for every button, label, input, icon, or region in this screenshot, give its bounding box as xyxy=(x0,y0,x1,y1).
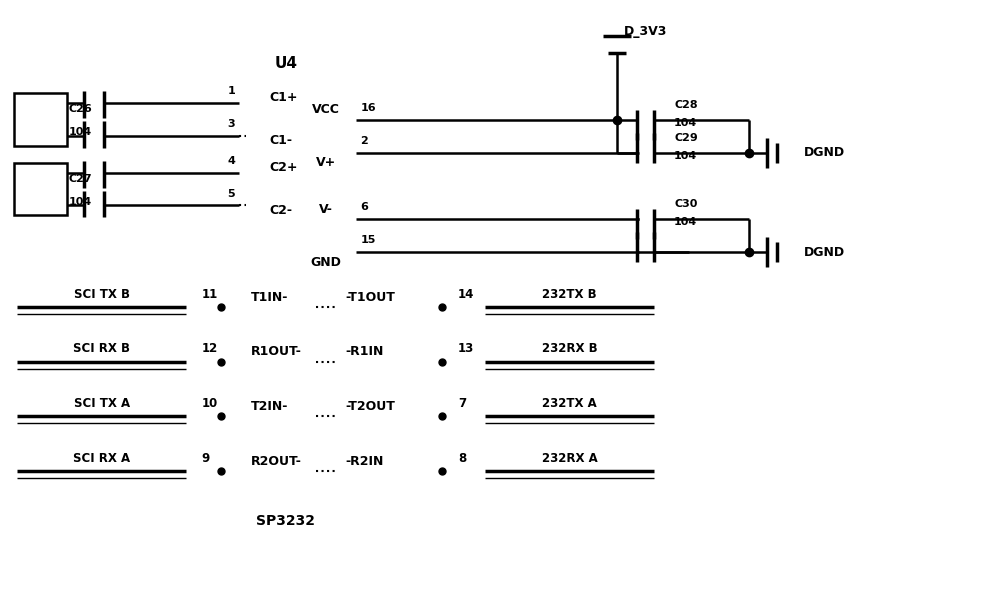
Text: D_3V3: D_3V3 xyxy=(624,25,667,38)
Text: 11: 11 xyxy=(201,288,218,300)
Text: -R2IN: -R2IN xyxy=(346,455,384,468)
Text: 10: 10 xyxy=(201,397,218,410)
Text: 8: 8 xyxy=(458,452,467,465)
Text: 232RX B: 232RX B xyxy=(542,342,598,355)
Text: C2-: C2- xyxy=(269,204,292,217)
Text: 7: 7 xyxy=(458,397,466,410)
Text: C1+: C1+ xyxy=(269,92,297,104)
Text: 104: 104 xyxy=(674,151,697,161)
Text: 104: 104 xyxy=(68,197,92,207)
Text: 104: 104 xyxy=(674,118,697,128)
Text: C29: C29 xyxy=(674,133,698,143)
Text: V+: V+ xyxy=(315,156,336,169)
Text: VCC: VCC xyxy=(312,103,340,117)
Text: 12: 12 xyxy=(201,342,218,355)
Text: 2: 2 xyxy=(361,136,368,146)
Text: C30: C30 xyxy=(674,200,697,209)
Text: -T2OUT: -T2OUT xyxy=(346,400,396,413)
Text: C28: C28 xyxy=(674,100,697,110)
Text: 5: 5 xyxy=(228,189,235,198)
Text: SCI RX A: SCI RX A xyxy=(73,452,130,465)
Text: -R1IN: -R1IN xyxy=(346,345,384,358)
Text: C27: C27 xyxy=(68,174,92,184)
Text: 16: 16 xyxy=(361,103,376,113)
Text: 6: 6 xyxy=(361,203,368,212)
Text: 13: 13 xyxy=(458,342,475,355)
Text: C1-: C1- xyxy=(269,134,292,148)
Text: T1IN-: T1IN- xyxy=(251,291,289,304)
Text: 232RX A: 232RX A xyxy=(542,452,598,465)
Text: 104: 104 xyxy=(674,217,697,228)
Text: C2+: C2+ xyxy=(269,161,297,174)
Text: DGND: DGND xyxy=(804,146,845,159)
Text: 9: 9 xyxy=(201,452,210,465)
Text: 232TX A: 232TX A xyxy=(543,397,597,410)
Text: 104: 104 xyxy=(68,127,92,137)
Text: 15: 15 xyxy=(361,236,376,245)
Text: 1: 1 xyxy=(228,86,235,96)
Text: DGND: DGND xyxy=(804,246,845,259)
Text: 4: 4 xyxy=(228,155,235,166)
Text: -T1OUT: -T1OUT xyxy=(346,291,396,304)
Bar xyxy=(14,93,67,146)
Text: SCI RX B: SCI RX B xyxy=(73,342,130,355)
Text: T2IN-: T2IN- xyxy=(251,400,289,413)
Text: 232TX B: 232TX B xyxy=(543,288,597,300)
Text: GND: GND xyxy=(310,256,341,269)
Text: 3: 3 xyxy=(228,119,235,129)
Text: R2OUT-: R2OUT- xyxy=(251,455,302,468)
Text: SCI TX A: SCI TX A xyxy=(74,397,130,410)
Text: U4: U4 xyxy=(275,56,297,70)
Text: SP3232: SP3232 xyxy=(256,514,315,528)
Text: SCI TX B: SCI TX B xyxy=(74,288,130,300)
Text: 14: 14 xyxy=(458,288,475,300)
Text: V-: V- xyxy=(319,203,333,216)
Bar xyxy=(14,163,67,215)
Text: R1OUT-: R1OUT- xyxy=(251,345,302,358)
Text: C26: C26 xyxy=(68,104,92,114)
